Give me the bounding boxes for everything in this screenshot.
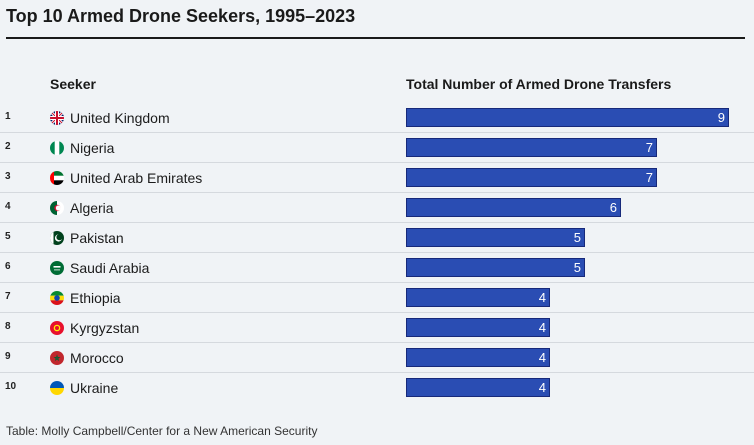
country-name: Algeria bbox=[70, 200, 114, 216]
nigeria-flag-icon bbox=[50, 141, 64, 155]
rank-label: 1 bbox=[5, 111, 11, 122]
value-bar: 4 bbox=[406, 348, 550, 367]
rank-label: 6 bbox=[5, 261, 11, 272]
value-bar: 5 bbox=[406, 228, 585, 247]
bar-value-label: 7 bbox=[645, 170, 653, 185]
table-row: 5 Pakistan 5 bbox=[0, 223, 754, 253]
table-row: 2 Nigeria 7 bbox=[0, 133, 754, 163]
bar-value-label: 7 bbox=[645, 140, 653, 155]
morocco-flag-icon bbox=[50, 351, 64, 365]
bar-value-label: 4 bbox=[538, 290, 546, 305]
value-bar: 7 bbox=[406, 138, 657, 157]
bar-value-label: 6 bbox=[609, 200, 617, 215]
rank-label: 4 bbox=[5, 201, 11, 212]
value-bar: 4 bbox=[406, 318, 550, 337]
bar-value-label: 5 bbox=[573, 230, 581, 245]
value-bar: 6 bbox=[406, 198, 621, 217]
country-name: Pakistan bbox=[70, 230, 124, 246]
saudi-arabia-flag-icon bbox=[50, 261, 64, 275]
table-row: 6 Saudi Arabia 5 bbox=[0, 253, 754, 283]
table-row: 4 Algeria 6 bbox=[0, 193, 754, 223]
column-header-seeker: Seeker bbox=[50, 76, 96, 92]
country-name: Morocco bbox=[70, 350, 124, 366]
table-row: 3 United Arab Emirates 7 bbox=[0, 163, 754, 193]
rank-label: 2 bbox=[5, 141, 11, 152]
bar-value-label: 4 bbox=[538, 320, 546, 335]
bar-value-label: 9 bbox=[717, 110, 725, 125]
source-note: Table: Molly Campbell/Center for a New A… bbox=[6, 424, 318, 438]
value-bar: 9 bbox=[406, 108, 729, 127]
table-row: 8 Kyrgyzstan 4 bbox=[0, 313, 754, 343]
value-bar: 4 bbox=[406, 378, 550, 397]
table-row: 7 Ethiopia 4 bbox=[0, 283, 754, 313]
title-divider bbox=[6, 37, 745, 39]
pakistan-flag-icon bbox=[50, 231, 64, 245]
ethiopia-flag-icon bbox=[50, 291, 64, 305]
table-body: 1 United Kingdom 9 2 Nigeria 7 3 United Arab Em… bbox=[0, 103, 754, 403]
rank-label: 9 bbox=[5, 351, 11, 362]
country-name: Ethiopia bbox=[70, 290, 121, 306]
country-name: Saudi Arabia bbox=[70, 260, 150, 276]
bar-value-label: 5 bbox=[573, 260, 581, 275]
kyrgyzstan-flag-icon bbox=[50, 321, 64, 335]
algeria-flag-icon bbox=[50, 201, 64, 215]
country-name: Ukraine bbox=[70, 380, 119, 396]
rank-label: 3 bbox=[5, 171, 11, 182]
country-name: Kyrgyzstan bbox=[70, 320, 140, 336]
country-name: Nigeria bbox=[70, 140, 115, 156]
rank-label: 8 bbox=[5, 321, 11, 332]
country-name: United Arab Emirates bbox=[70, 170, 203, 186]
bar-value-label: 4 bbox=[538, 350, 546, 365]
value-bar: 5 bbox=[406, 258, 585, 277]
uae-flag-icon bbox=[50, 171, 64, 185]
table-row: 9 Morocco 4 bbox=[0, 343, 754, 373]
ukraine-flag-icon bbox=[50, 381, 64, 395]
table-row: 1 United Kingdom 9 bbox=[0, 103, 754, 133]
rank-label: 10 bbox=[5, 381, 17, 392]
rank-label: 7 bbox=[5, 291, 11, 302]
uk-flag-icon bbox=[50, 111, 64, 125]
country-name: United Kingdom bbox=[70, 110, 170, 126]
value-bar: 4 bbox=[406, 288, 550, 307]
rank-label: 5 bbox=[5, 231, 11, 242]
chart-title: Top 10 Armed Drone Seekers, 1995–2023 bbox=[6, 6, 356, 26]
table-row: 10 Ukraine 4 bbox=[0, 373, 754, 403]
value-bar: 7 bbox=[406, 168, 657, 187]
bar-value-label: 4 bbox=[538, 380, 546, 395]
column-header-total: Total Number of Armed Drone Transfers bbox=[406, 76, 672, 92]
